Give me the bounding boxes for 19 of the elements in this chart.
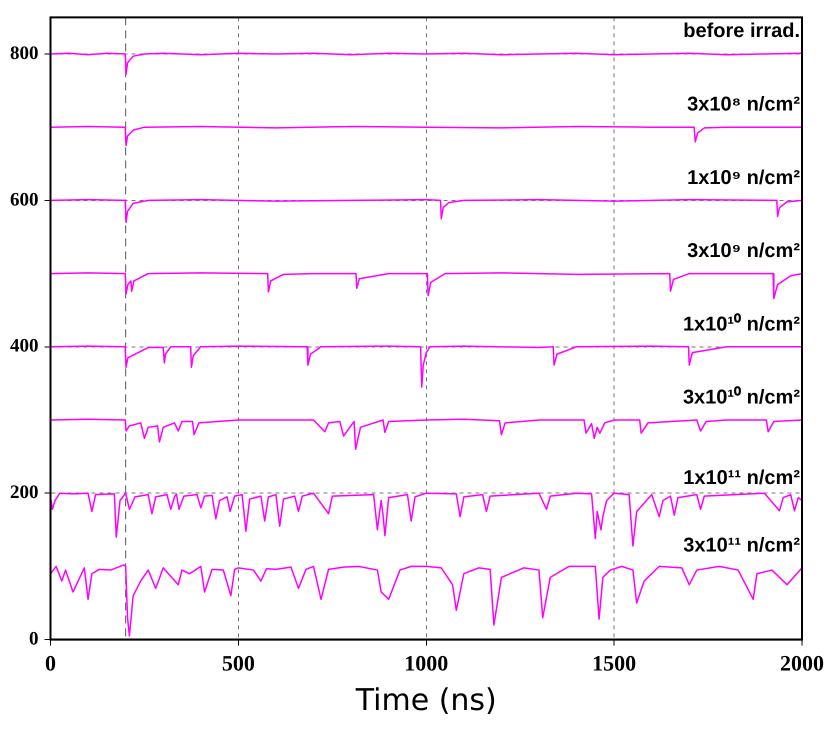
y-tick-label: 200 — [10, 482, 38, 504]
x-tick-label: 1000 — [404, 650, 448, 676]
x-tick-label: 0 — [45, 650, 56, 676]
series-label: 3x10¹⁰ n/cm² — [682, 386, 800, 409]
series-label: 3x10⁹ n/cm² — [687, 240, 800, 262]
y-tick-label: 0 — [29, 628, 38, 650]
y-tick-label: 400 — [10, 336, 38, 357]
x-tick-label: 2000 — [780, 650, 824, 676]
series-label: 1x10¹⁰ n/cm² — [682, 312, 800, 336]
x-tick-label: 1500 — [592, 650, 636, 676]
x-axis-title: Time (ns) — [354, 682, 497, 718]
series-label: 1x10⁹ n/cm² — [687, 166, 800, 189]
x-tick-label: 500 — [222, 650, 255, 676]
y-tick-label: 600 — [10, 189, 38, 210]
series-label: before irrad. — [683, 20, 800, 42]
series-label: 1x10¹¹ n/cm² — [683, 467, 800, 490]
series-label: 3x10⁸ n/cm² — [687, 94, 800, 116]
y-tick-label: 800 — [10, 42, 38, 64]
series-label: 3x10¹¹ n/cm² — [683, 534, 800, 556]
